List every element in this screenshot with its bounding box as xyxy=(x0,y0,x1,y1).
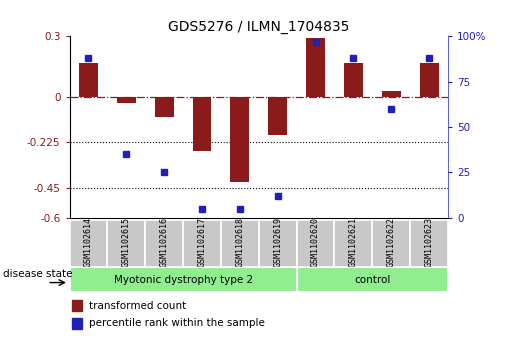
Bar xyxy=(193,97,212,151)
Text: GSM1102622: GSM1102622 xyxy=(387,217,396,267)
Bar xyxy=(230,97,249,182)
Bar xyxy=(183,220,221,267)
Bar xyxy=(70,267,297,292)
Bar xyxy=(154,97,174,117)
Text: disease state: disease state xyxy=(4,269,73,279)
Bar xyxy=(297,220,335,267)
Text: Myotonic dystrophy type 2: Myotonic dystrophy type 2 xyxy=(113,274,253,285)
Text: GSM1102618: GSM1102618 xyxy=(235,217,244,267)
Text: GSM1102620: GSM1102620 xyxy=(311,217,320,267)
Bar xyxy=(306,38,325,97)
Bar xyxy=(297,267,448,292)
Bar xyxy=(107,220,145,267)
Text: transformed count: transformed count xyxy=(89,301,186,311)
Text: GSM1102621: GSM1102621 xyxy=(349,217,358,267)
Bar xyxy=(117,97,136,103)
Bar xyxy=(268,97,287,135)
Text: GSM1102619: GSM1102619 xyxy=(273,217,282,267)
Text: control: control xyxy=(354,274,390,285)
Bar xyxy=(372,220,410,267)
Bar xyxy=(79,62,98,97)
Bar xyxy=(70,220,107,267)
Title: GDS5276 / ILMN_1704835: GDS5276 / ILMN_1704835 xyxy=(168,20,350,34)
Bar xyxy=(420,62,439,97)
Bar xyxy=(335,220,372,267)
Bar xyxy=(72,300,82,311)
Text: GSM1102614: GSM1102614 xyxy=(84,217,93,267)
Text: GSM1102617: GSM1102617 xyxy=(198,217,207,267)
Text: percentile rank within the sample: percentile rank within the sample xyxy=(89,318,265,328)
Text: GSM1102615: GSM1102615 xyxy=(122,217,131,267)
Bar xyxy=(145,220,183,267)
Bar xyxy=(344,62,363,97)
Bar xyxy=(72,318,82,329)
Bar xyxy=(410,220,448,267)
Bar xyxy=(382,91,401,97)
Bar xyxy=(259,220,297,267)
Text: GSM1102623: GSM1102623 xyxy=(425,217,434,267)
Bar xyxy=(221,220,259,267)
Text: GSM1102616: GSM1102616 xyxy=(160,217,168,267)
